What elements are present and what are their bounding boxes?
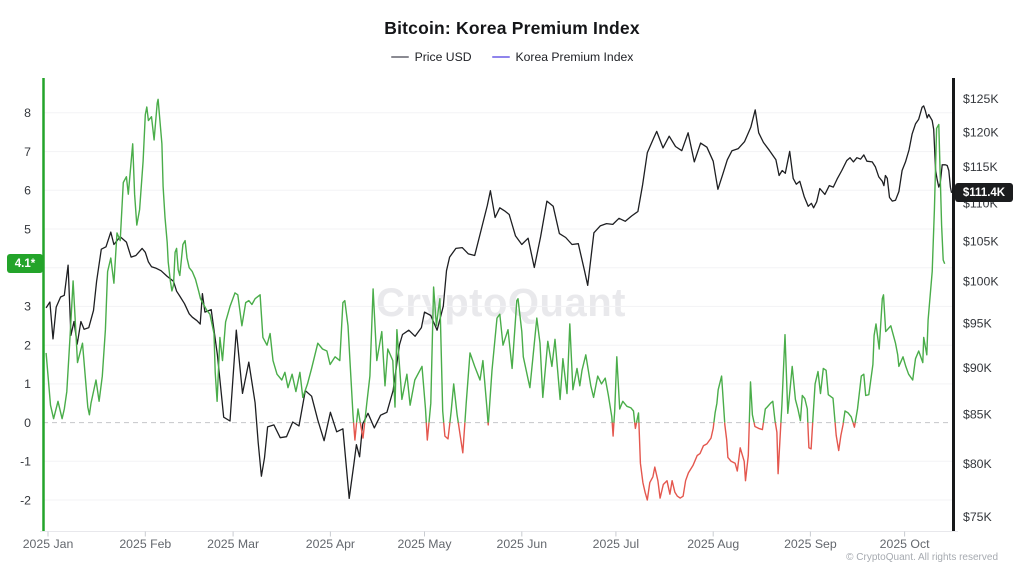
premium-line-negative-segment: [753, 422, 765, 431]
premium-line-negative-segment: [425, 422, 430, 441]
premium-line-negative-segment: [807, 422, 814, 450]
premium-line-positive-segment: [713, 375, 726, 423]
premium-line-positive-segment: [355, 408, 361, 423]
premium-line-positive-segment: [613, 356, 636, 423]
left-axis-tick-label: 8: [24, 106, 31, 120]
x-axis-tick-label: 2025 Sep: [784, 537, 837, 551]
right-axis-tick-label: $105K: [963, 235, 999, 249]
x-axis-tick-label: 2025 Aug: [687, 537, 739, 551]
premium-line-positive-segment: [854, 123, 946, 423]
premium-line-positive-segment: [45, 98, 355, 423]
premium-line-positive-segment: [842, 410, 854, 423]
right-axis-tick-label: $80K: [963, 457, 993, 471]
left-axis-tick-label: 0: [24, 416, 31, 430]
premium-line-negative-segment: [457, 422, 466, 454]
right-axis-tick-label: $100K: [963, 275, 999, 289]
premium-line-positive-segment: [635, 412, 640, 423]
page-title: Bitcoin: Korea Premium Index: [384, 18, 640, 38]
legend: Price USD Korea Premium Index: [0, 50, 1024, 64]
premium-line-positive-segment: [780, 334, 809, 423]
premium-line-positive-segment: [748, 381, 755, 423]
x-axis-tick-label: 2025 May: [397, 537, 452, 551]
premium-line-negative-segment: [443, 422, 451, 440]
left-axis-tick-label: 3: [24, 300, 31, 314]
premium-line-positive-segment: [464, 352, 489, 423]
right-axis-tick-label: $75K: [963, 510, 993, 524]
right-axis-tick-label: $95K: [963, 317, 993, 331]
price-usd-line: [45, 105, 953, 500]
korea-premium-line-icon: [491, 56, 510, 58]
price-current-value-badge: $111.4K: [955, 183, 1013, 203]
premium-line-positive-segment: [812, 367, 836, 423]
premium-line-negative-segment: [724, 422, 750, 482]
right-axis-tick-label: $120K: [963, 125, 999, 139]
x-axis-tick-label: 2025 Jul: [593, 537, 640, 551]
copyright-footer: © CryptoQuant. All rights reserved: [846, 552, 998, 563]
premium-line-negative-segment: [352, 422, 358, 441]
premium-line-negative-segment: [852, 422, 856, 428]
premium-line-negative-segment: [359, 422, 366, 439]
right-axis-tick-label: $85K: [963, 408, 993, 422]
right-axis-tick-label: $90K: [963, 361, 993, 375]
premium-line-positive-segment: [487, 298, 613, 423]
premium-line-negative-segment: [634, 422, 638, 430]
legend-item-korea-premium-index[interactable]: Korea Premium Index: [491, 50, 634, 64]
x-axis-tick-label: 2025 Jun: [496, 537, 547, 551]
x-axis-tick-label: 2025 Apr: [306, 537, 355, 551]
left-axis-tick-label: 7: [24, 145, 31, 159]
legend-label-price-usd: Price USD: [414, 50, 472, 64]
left-axis-tick-label: 5: [24, 222, 31, 236]
right-axis-tick-label: $115K: [963, 160, 998, 174]
premium-line-positive-segment: [449, 383, 459, 423]
premium-line-negative-segment: [774, 422, 782, 475]
legend-label-korea-premium: Korea Premium Index: [515, 50, 634, 64]
price-usd-line-icon: [390, 56, 409, 58]
left-axis-tick-label: 2: [24, 339, 31, 353]
left-axis-tick-label: 6: [24, 184, 31, 198]
left-axis-tick-label: -2: [20, 493, 31, 507]
left-axis-tick-label: 1: [24, 377, 31, 391]
legend-item-price-usd[interactable]: Price USD: [390, 50, 472, 64]
premium-line-negative-segment: [638, 422, 715, 501]
left-axis-tick-label: -1: [20, 455, 31, 469]
premium-line-negative-segment: [611, 422, 615, 437]
x-axis-tick-label: 2025 Feb: [119, 537, 171, 551]
premium-current-value-badge: 4.1*: [7, 254, 43, 274]
right-axis-tick-label: $125K: [963, 92, 999, 106]
premium-line-positive-segment: [364, 288, 427, 423]
premium-line-negative-segment: [834, 422, 844, 452]
x-axis-tick-label: 2025 Mar: [207, 537, 259, 551]
premium-line-positive-segment: [762, 400, 776, 423]
premium-line-positive-segment: [428, 286, 445, 423]
x-axis-tick-label: 2025 Jan: [23, 537, 74, 551]
x-axis-tick-label: 2025 Oct: [880, 537, 930, 551]
